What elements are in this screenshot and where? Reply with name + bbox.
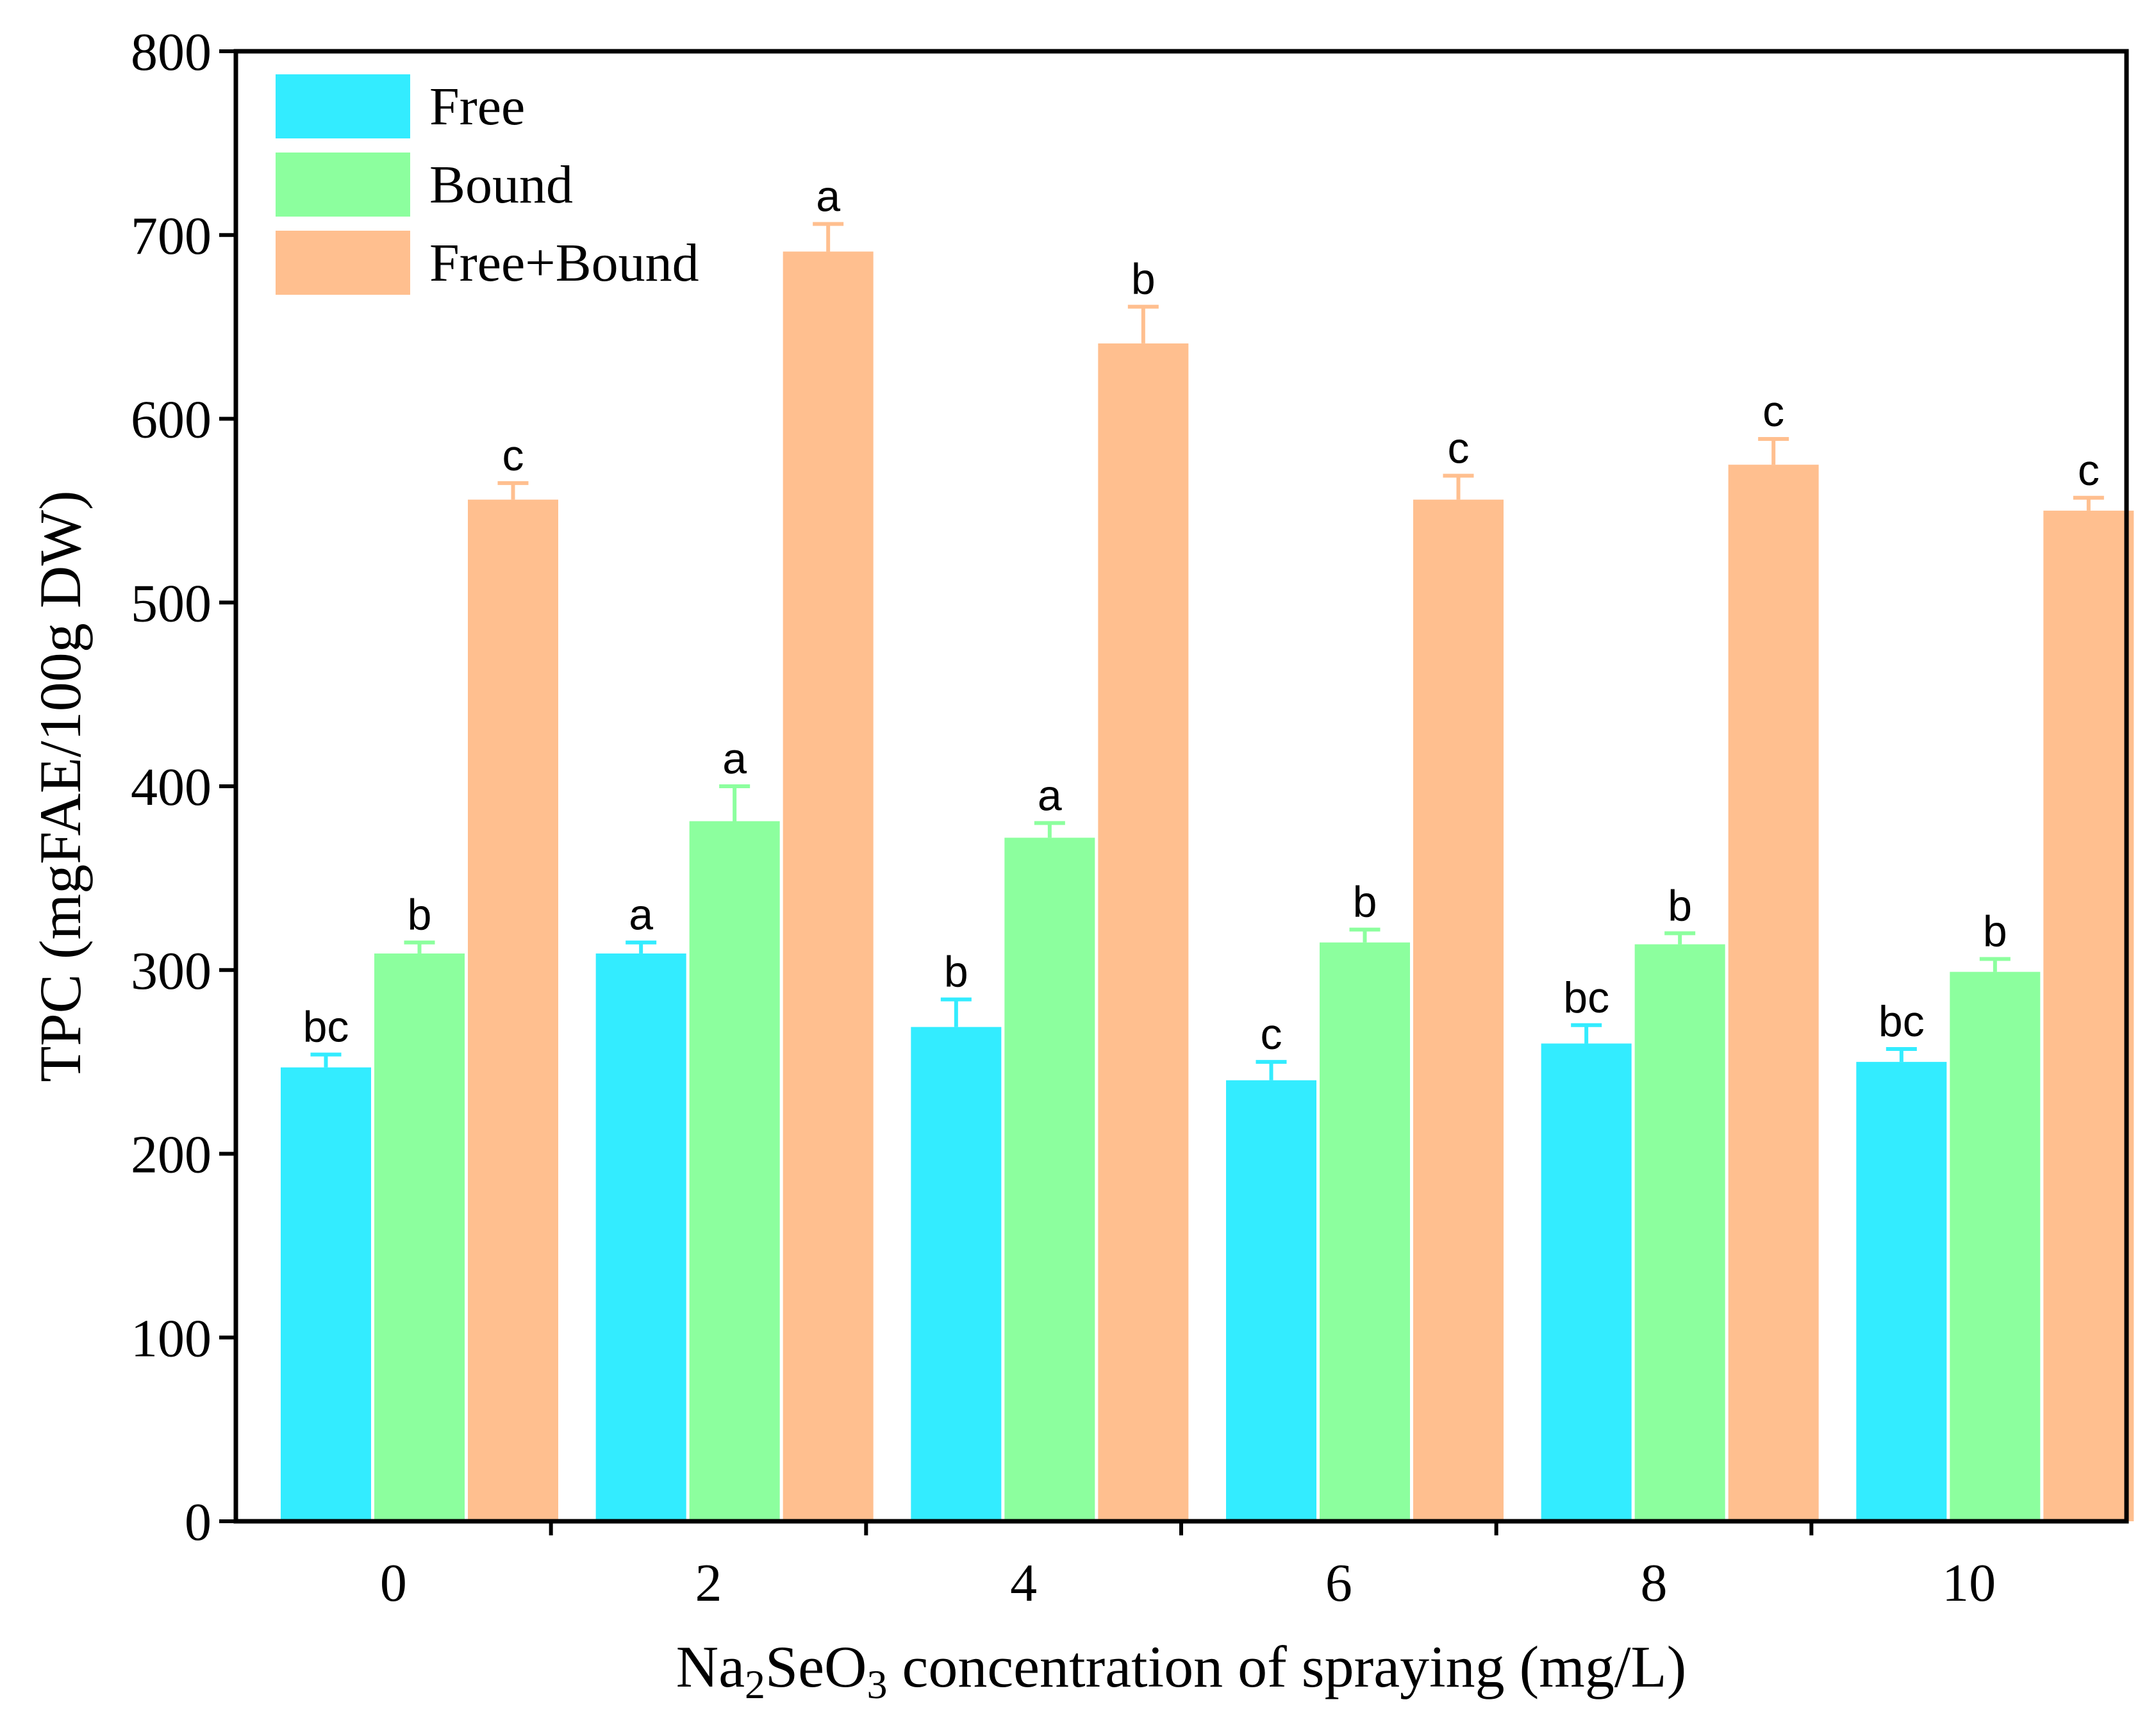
bar — [1634, 944, 1725, 1521]
x-tick-label: 2 — [695, 1553, 722, 1613]
legend: Free Bound Free+Bound — [276, 74, 699, 295]
y-tick-label: 800 — [131, 22, 211, 82]
x-axis-label-prefix: Na — [676, 1634, 745, 1699]
x-axis-label-subscript-2: 3 — [867, 1662, 888, 1707]
x-tick-label: 8 — [1641, 1553, 1668, 1613]
x-axis-label-middle: SeO — [765, 1634, 867, 1699]
significance-letter: c — [2078, 446, 2100, 495]
bar — [1098, 343, 1189, 1521]
bar — [1541, 1043, 1632, 1521]
significance-letter: b — [408, 891, 432, 939]
significance-letter: bc — [303, 1003, 349, 1052]
x-tick-label: 10 — [1942, 1553, 1996, 1613]
bar — [1004, 838, 1095, 1521]
significance-letter: c — [1261, 1010, 1282, 1059]
bar — [281, 1067, 371, 1521]
significance-letter: a — [1038, 771, 1062, 820]
x-tick-label: 0 — [380, 1553, 407, 1613]
legend-swatch — [276, 231, 410, 295]
significance-letter: a — [722, 734, 747, 783]
bar — [689, 821, 780, 1521]
y-tick-label: 300 — [131, 941, 211, 1001]
bar — [783, 251, 874, 1521]
y-tick-label: 0 — [185, 1492, 211, 1552]
y-axis: 0 100 200 300 400 500 600 700 800 — [131, 22, 236, 1552]
significance-letter: a — [629, 891, 653, 939]
significance-letter: b — [1353, 878, 1377, 927]
y-tick-label: 100 — [131, 1309, 211, 1368]
significance-letter: b — [1983, 907, 2007, 956]
significance-letter: c — [1448, 424, 1470, 472]
bar — [2043, 510, 2134, 1521]
legend-label: Free — [429, 77, 525, 136]
legend-label: Free+Bound — [429, 233, 699, 293]
legend-label: Bound — [429, 155, 573, 215]
bar — [468, 499, 558, 1522]
x-axis-label-suffix: concentration of spraying (mg/L) — [888, 1634, 1687, 1699]
significance-letter: b — [1131, 255, 1156, 304]
bar — [911, 1027, 1002, 1521]
x-axis-label: Na2SeO3 concentration of spraying (mg/L) — [676, 1634, 1686, 1707]
legend-swatch — [276, 74, 410, 138]
significance-letter: bc — [1878, 997, 1925, 1046]
y-tick-label: 500 — [131, 574, 211, 633]
legend-swatch — [276, 153, 410, 217]
bar — [595, 953, 686, 1521]
bar — [374, 953, 465, 1521]
bars-layer — [281, 251, 2134, 1522]
y-tick-label: 600 — [131, 390, 211, 450]
bar — [1856, 1062, 1947, 1521]
significance-letter: bc — [1563, 973, 1609, 1022]
y-tick-label: 200 — [131, 1125, 211, 1185]
significance-letter: b — [944, 948, 968, 996]
y-axis-label: TPC (mgFAE/100g DW) — [28, 490, 93, 1082]
significance-letter: c — [502, 431, 524, 480]
x-tick-label: 6 — [1325, 1553, 1352, 1613]
bar — [1226, 1080, 1316, 1521]
bar — [1413, 499, 1504, 1522]
x-axis: 0 2 4 6 8 10 — [380, 1521, 1996, 1613]
significance-letter: c — [1762, 387, 1784, 436]
y-tick-label: 400 — [131, 757, 211, 817]
x-tick-label: 4 — [1010, 1553, 1037, 1613]
significance-letter: a — [816, 172, 840, 221]
bar — [1320, 942, 1410, 1521]
y-tick-label: 700 — [131, 206, 211, 266]
bar — [1950, 971, 2041, 1521]
x-axis-label-subscript-1: 2 — [745, 1662, 765, 1707]
bar — [1728, 465, 1819, 1521]
error-bars-layer — [310, 222, 2104, 1080]
significance-letter: b — [1668, 881, 1692, 930]
